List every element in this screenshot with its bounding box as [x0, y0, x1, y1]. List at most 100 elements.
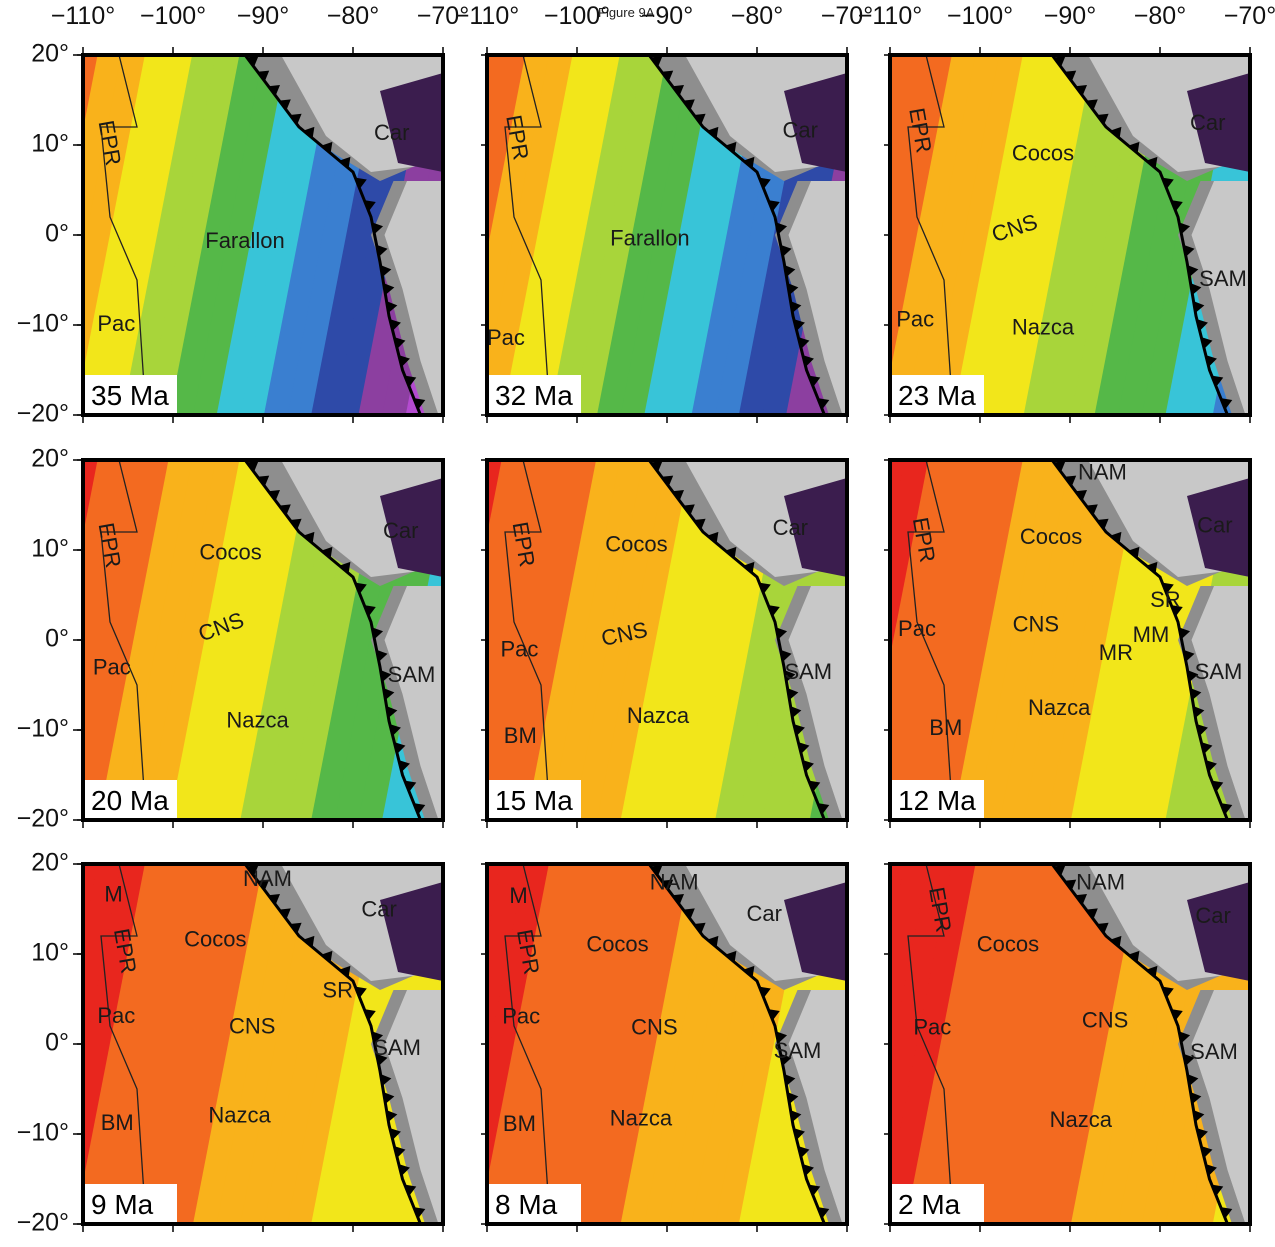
trench-tooth — [246, 56, 259, 67]
trench-tooth — [1179, 1031, 1191, 1044]
trench-tooth — [1179, 222, 1191, 235]
age-band — [0, 460, 28, 820]
age-band — [0, 55, 51, 415]
x-tick-label: −80° — [1134, 2, 1186, 30]
plate-label: Car — [773, 515, 808, 540]
trench-tooth — [355, 582, 367, 594]
trench-tooth — [321, 141, 333, 154]
trench-tooth — [1162, 986, 1174, 998]
trench-tooth — [394, 337, 406, 349]
plate-label: NAM — [650, 870, 699, 895]
trench-tooth — [694, 922, 706, 934]
plate-label: Car — [383, 518, 418, 543]
age-band — [620, 460, 716, 820]
trench-tooth — [372, 1031, 384, 1044]
plate-label: Pac — [487, 325, 525, 350]
age-band — [644, 460, 739, 820]
plate-label: SR — [1150, 587, 1181, 612]
age-band — [502, 55, 598, 415]
age-band — [0, 864, 51, 1224]
plate-label: Car — [361, 897, 396, 922]
trench-tooth — [1183, 244, 1195, 257]
age-label: 35 Ma — [91, 380, 169, 411]
trench-tooth — [1171, 605, 1183, 617]
trench-tooth — [398, 760, 410, 772]
plate-label: CNS — [631, 1015, 677, 1040]
trench-tooth — [1211, 1184, 1224, 1196]
age-band — [905, 460, 1001, 820]
epr-ridge-line — [907, 55, 954, 415]
trench-tooth — [1086, 504, 1098, 516]
trench-tooth — [1171, 200, 1183, 212]
south-america-land — [384, 990, 443, 1224]
trench-tooth — [1053, 56, 1066, 67]
y-tick-label: 0° — [45, 625, 69, 653]
y-axis-left: 20° 10° 0° −10° −20° 20° 10° 0° −10° −20° 20° 10° 0°… — [17, 40, 890, 1237]
caribbean-plate — [1187, 478, 1250, 577]
trench-tooth — [1171, 1009, 1183, 1021]
y-tick-label: 10° — [31, 939, 69, 967]
plate-label: MM — [1133, 622, 1170, 647]
trench-tooth — [1193, 1110, 1205, 1122]
age-band — [905, 55, 1001, 415]
plate-label: Pac — [898, 616, 936, 641]
x-tick-label: −100° — [947, 2, 1013, 30]
trench-tooth — [1190, 688, 1202, 700]
age-label: 23 Ma — [898, 380, 976, 411]
trench-tooth — [372, 222, 384, 235]
trench-tooth — [817, 803, 830, 815]
plate-label: Car — [746, 901, 781, 926]
age-band — [1023, 864, 1119, 1224]
trench-tooth — [1187, 1074, 1199, 1086]
trench-tooth — [1193, 301, 1205, 313]
trench-tooth — [1205, 355, 1217, 367]
trench-tooth — [787, 688, 799, 700]
plate-label: BM — [503, 1111, 536, 1136]
plate-label: Cocos — [586, 932, 648, 957]
epr-ridge-line — [100, 460, 147, 820]
trench-tooth — [672, 490, 684, 501]
trench-tooth — [339, 156, 351, 169]
x-tick-label: −90° — [641, 2, 693, 30]
age-band — [573, 864, 668, 1224]
trench-tooth — [1220, 398, 1233, 410]
caribbean-plate — [380, 478, 443, 577]
age-band — [98, 55, 194, 415]
plate-label: SAM — [774, 1038, 822, 1063]
epr-ridge-line — [504, 55, 551, 415]
trench-tooth — [780, 1053, 792, 1066]
trench-tooth — [1190, 283, 1202, 295]
plate-label: Pac — [93, 655, 131, 680]
age-box — [489, 780, 581, 818]
trench-tooth — [672, 894, 684, 905]
y-tick-label: −20° — [17, 1209, 69, 1237]
epr-ridge-line — [100, 55, 147, 415]
trench-tooth — [768, 1009, 780, 1021]
age-band — [597, 460, 692, 820]
trench-tooth — [650, 865, 663, 876]
caribbean-plate — [1187, 882, 1250, 981]
age-band — [929, 864, 1024, 1224]
plate-label: Car — [782, 117, 817, 142]
trench-tooth — [776, 222, 788, 235]
trench-tooth — [1196, 724, 1208, 736]
age-label: 32 Ma — [495, 380, 573, 411]
trench-tooth — [394, 742, 406, 754]
age-band — [597, 55, 692, 415]
caribbean-plate — [784, 478, 847, 577]
trench-tooth — [364, 605, 376, 617]
trench-tooth — [793, 319, 805, 331]
trench-tooth — [1205, 1164, 1217, 1176]
x-tick-label: −70° — [417, 2, 469, 30]
age-label: 15 Ma — [495, 785, 573, 816]
age-band — [0, 864, 28, 1224]
trench-tooth — [1193, 706, 1205, 718]
age-band — [0, 55, 28, 415]
trench-tooth — [389, 1128, 401, 1140]
x-tick-label: −110° — [858, 2, 922, 30]
trench-tooth — [808, 780, 821, 792]
y-tick-label: 0° — [45, 1029, 69, 1057]
trench-tooth — [376, 1053, 388, 1066]
